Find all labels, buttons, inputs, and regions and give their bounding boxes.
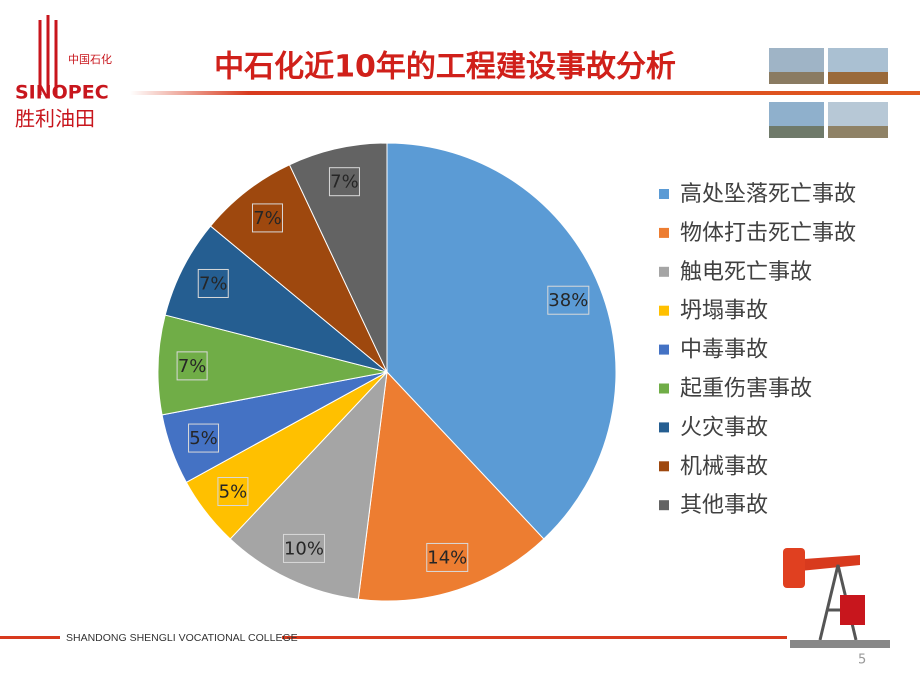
legend-label: 中毒事故 <box>680 338 768 363</box>
legend-swatch <box>659 422 669 433</box>
legend-label: 其他事故 <box>680 493 768 518</box>
legend-label: 火灾事故 <box>680 415 768 440</box>
data-label: 14% <box>427 547 467 568</box>
logo-bottom: 胜利油田 <box>15 107 95 131</box>
footer-text: SHANDONG SHENGLI VOCATIONAL COLLEGE <box>66 632 298 644</box>
pie-slice <box>357 370 545 602</box>
legend: 高处坠落死亡事故物体打击死亡事故触电死亡事故坍塌事故中毒事故起重伤害事故火灾事故… <box>659 182 856 518</box>
legend-label: 触电死亡事故 <box>680 260 812 285</box>
pie: 38% 14% 10% 5% 5% 7% 7% 7% 7% <box>157 142 617 602</box>
data-label-box <box>176 351 208 381</box>
pie-slice <box>386 142 617 540</box>
legend-swatch <box>659 305 669 316</box>
legend-label: 机械事故 <box>680 454 768 479</box>
data-label: 5% <box>189 428 218 449</box>
legend-label: 起重伤害事故 <box>680 377 812 402</box>
legend-swatch <box>659 344 669 355</box>
header-photos <box>769 48 888 138</box>
data-label: 5% <box>219 482 248 503</box>
data-label: 7% <box>178 356 207 377</box>
data-label-box <box>328 167 360 197</box>
legend-swatch <box>659 227 669 238</box>
legend-label: 高处坠落死亡事故 <box>680 182 856 207</box>
legend-label: 坍塌事故 <box>680 299 768 324</box>
slide-title: 中石化近10年的工程建设事故分析 <box>214 50 676 85</box>
data-label-box <box>197 268 229 298</box>
footer-line <box>0 636 60 639</box>
data-label-box <box>251 203 283 233</box>
pie-slice <box>288 142 388 373</box>
data-label-box <box>426 542 469 572</box>
footer-line <box>282 636 787 639</box>
pump-illustration <box>783 548 890 648</box>
data-label: 10% <box>284 538 324 559</box>
data-label: 38% <box>548 290 588 311</box>
legend-swatch <box>659 500 669 511</box>
page-number: 5 <box>858 653 866 668</box>
legend-swatch <box>659 266 669 277</box>
logo: 中国石化 SINOPEC 胜利油田 <box>15 15 112 131</box>
legend-swatch <box>659 461 669 472</box>
logo-top: 中国石化 <box>68 52 112 66</box>
legend-swatch <box>659 189 669 199</box>
data-label-box <box>217 477 249 507</box>
data-label-box <box>547 285 590 315</box>
header-line <box>130 91 920 95</box>
data-label: 7% <box>199 273 228 294</box>
data-label-box <box>188 423 220 453</box>
logo-brand: SINOPEC <box>15 82 109 104</box>
data-label: 7% <box>253 208 282 229</box>
data-label: 7% <box>330 172 359 193</box>
data-label-box <box>282 533 325 563</box>
legend-label: 物体打击死亡事故 <box>680 221 856 246</box>
legend-swatch <box>659 383 669 394</box>
pie-slice <box>229 370 388 600</box>
